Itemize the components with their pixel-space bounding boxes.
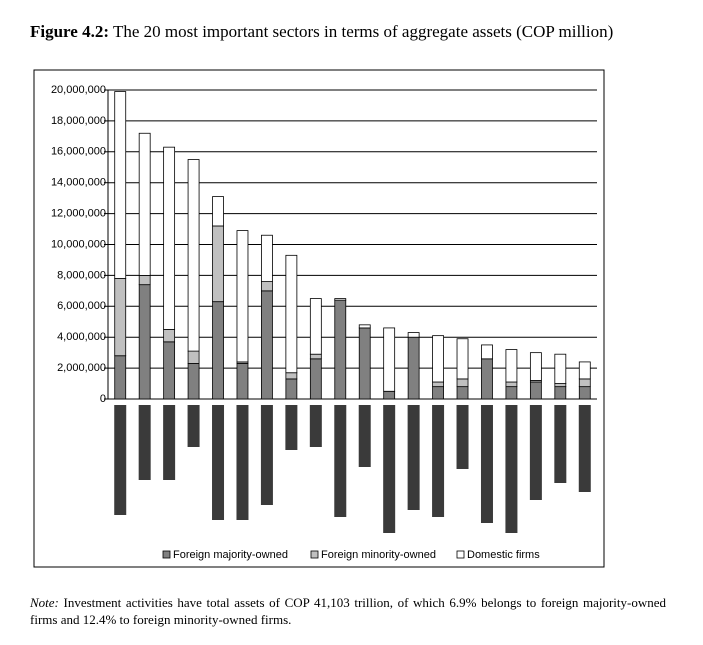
note-label: Note:	[30, 595, 59, 610]
bar-segment	[212, 301, 224, 400]
bar-segment	[456, 386, 469, 400]
y-tick-label: 6,000,000	[57, 300, 106, 312]
y-tick-label: 12,000,000	[51, 208, 106, 220]
bar-segment	[309, 358, 322, 400]
x-label-box	[163, 405, 176, 480]
bar-segment	[407, 332, 420, 338]
bar-segment	[236, 230, 249, 363]
bar-segment	[261, 281, 273, 292]
bar-segment	[334, 299, 347, 400]
legend-swatch	[162, 550, 171, 559]
bar-segment	[554, 386, 567, 400]
x-label-box	[432, 405, 445, 517]
y-tick-label: 4,000,000	[57, 331, 106, 343]
bar-segment	[138, 132, 151, 276]
bar-segment	[432, 381, 444, 388]
bar-segment	[578, 378, 591, 388]
figure-label: Figure 4.2:	[30, 22, 110, 41]
bar-segment	[554, 353, 567, 384]
bar-segment	[529, 352, 542, 381]
x-label-box	[236, 405, 249, 520]
x-label-box	[505, 405, 518, 533]
x-label-box	[358, 405, 371, 467]
y-tick-label: 8,000,000	[57, 269, 106, 281]
bar-segment	[529, 381, 542, 400]
bar-segment	[261, 290, 273, 400]
bar-segment	[505, 381, 518, 388]
y-tick-label: 16,000,000	[51, 146, 106, 158]
chart-title: The 20 most important sectors in terms o…	[112, 22, 614, 41]
bar-segment	[138, 284, 151, 400]
bar-segment	[481, 358, 493, 400]
x-label-box	[456, 405, 469, 469]
bar-segment	[578, 386, 591, 400]
bar-segment	[187, 363, 200, 400]
x-label-box	[578, 405, 591, 492]
y-tick-label: 2,000,000	[57, 362, 106, 374]
bar-segment	[285, 378, 298, 400]
x-label-box	[529, 405, 542, 500]
y-tick-label: 20,000,000	[51, 84, 106, 96]
x-label-box	[138, 405, 151, 480]
bar-segment	[138, 274, 151, 286]
bar-segment	[383, 390, 396, 400]
x-label-box	[212, 405, 225, 520]
x-label-box	[383, 405, 396, 533]
bar-segment	[407, 336, 420, 400]
legend-swatch	[310, 550, 319, 559]
bar-segment	[114, 278, 127, 357]
y-tick-label: 0	[100, 393, 106, 405]
y-tick-label: 14,000,000	[51, 177, 106, 189]
bar-segment	[163, 329, 176, 343]
x-label-box	[480, 405, 493, 523]
bar-segment	[212, 225, 224, 303]
bar-segment	[456, 378, 469, 388]
bar-segment	[261, 234, 273, 282]
y-tick-label: 10,000,000	[51, 238, 106, 250]
bar-segment	[505, 349, 518, 383]
bar-segment	[358, 327, 371, 400]
bar-segment	[309, 298, 322, 355]
bar-segment	[163, 341, 176, 400]
y-tick-label: 18,000,000	[51, 115, 106, 127]
x-label-box	[285, 405, 298, 450]
bar-segment	[481, 344, 493, 360]
bar-segment	[334, 298, 347, 301]
x-label-box	[407, 405, 420, 510]
bar-segment	[285, 372, 298, 380]
note: Note: Investment activities have total a…	[30, 594, 666, 628]
bar-segment	[309, 353, 322, 360]
x-label-box	[309, 405, 322, 447]
x-label-box	[187, 405, 200, 447]
legend-label: Foreign minority-owned	[321, 549, 436, 561]
legend-swatch	[456, 550, 465, 559]
x-label-box	[114, 405, 127, 515]
bar-segment	[187, 159, 200, 352]
note-text: Investment activities have total assets …	[30, 595, 667, 627]
bar-segment	[432, 386, 444, 400]
x-label-box	[334, 405, 347, 517]
x-label-box	[260, 405, 273, 505]
bar-segment	[456, 338, 469, 380]
bar-segment	[114, 355, 127, 400]
bar-segment	[578, 361, 591, 380]
bar-segment	[383, 327, 396, 392]
legend-label: Foreign majority-owned	[173, 549, 288, 561]
x-label-box	[554, 405, 567, 483]
bar-segment	[212, 196, 224, 227]
bar-segment	[236, 363, 249, 400]
bar-segment	[554, 383, 567, 388]
chart: 0 2,000,000 4,000,000 6,000,000 8,000,000 10,…	[33, 69, 605, 568]
bar-segment	[285, 254, 298, 374]
bar-segment	[163, 146, 176, 330]
bar-segment	[187, 350, 200, 364]
bar-segment	[505, 386, 518, 400]
bar-segment	[432, 335, 444, 383]
figure-title: Figure 4.2: The 20 most important sector…	[30, 22, 613, 42]
bar-segment	[358, 324, 371, 329]
bar-segment	[114, 91, 127, 279]
legend-label: Domestic firms	[467, 549, 540, 561]
